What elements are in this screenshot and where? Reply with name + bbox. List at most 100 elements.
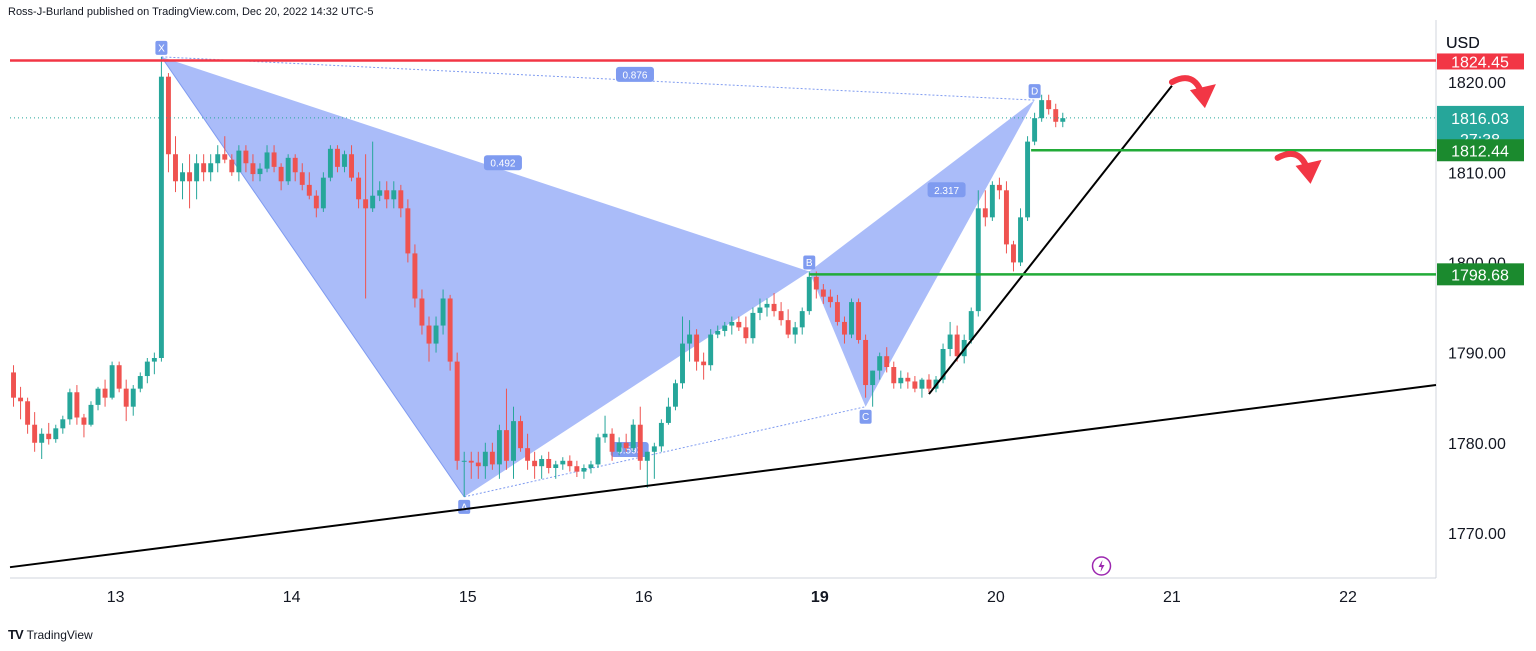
candle-body	[715, 330, 721, 335]
y-tick-label: 1790.00	[1448, 346, 1506, 363]
candle-body	[320, 177, 326, 209]
candle-body	[123, 388, 129, 407]
candle	[334, 145, 340, 173]
candle-body	[708, 334, 714, 366]
candle	[370, 141, 376, 212]
candle	[377, 181, 383, 202]
candle-body	[187, 172, 193, 182]
candle	[1003, 181, 1009, 254]
candle	[581, 464, 587, 479]
candle-body	[539, 458, 545, 467]
candle	[243, 145, 249, 173]
candle-body	[102, 388, 108, 398]
candle	[67, 388, 73, 425]
candle	[743, 316, 749, 344]
candle	[715, 325, 721, 339]
candle	[349, 145, 355, 182]
candle	[750, 307, 756, 344]
candle	[891, 361, 897, 389]
candle-body	[567, 460, 573, 467]
candle-body	[334, 148, 340, 167]
candle-body	[665, 406, 671, 423]
candle	[926, 374, 932, 393]
candle-body	[151, 358, 157, 362]
arrow-down-icon	[1168, 75, 1216, 109]
candle-body	[954, 334, 960, 357]
candle-body	[53, 428, 59, 440]
candle-body	[180, 172, 185, 182]
pattern-point-label: C	[862, 412, 869, 423]
candle-body	[877, 356, 883, 371]
candle	[398, 184, 404, 218]
candle	[651, 442, 657, 479]
pattern-point-badge	[1028, 84, 1041, 99]
candle	[820, 284, 826, 304]
candle-body	[1046, 100, 1052, 110]
candle-body	[208, 163, 214, 173]
candle	[123, 379, 129, 422]
candle-body	[158, 76, 164, 358]
candle-body	[1011, 244, 1016, 263]
candle-body	[834, 302, 840, 322]
candle-body	[609, 433, 615, 452]
green-level-tag-2: 1798.68	[1451, 267, 1509, 284]
candle-body	[553, 464, 559, 468]
candle-body	[673, 383, 678, 407]
pattern-leg-xa	[160, 56, 465, 498]
candle-body	[637, 424, 643, 461]
candle-body	[412, 253, 418, 299]
candle-body	[651, 446, 657, 452]
candle	[482, 442, 488, 479]
candle	[342, 150, 347, 173]
candle	[975, 190, 981, 317]
candle-body	[384, 190, 390, 200]
trendline	[928, 85, 1173, 395]
candle	[489, 442, 495, 470]
candle	[736, 316, 742, 331]
pattern-point-badge	[859, 409, 872, 424]
candle	[271, 145, 277, 173]
candle-body	[81, 417, 87, 425]
tradingview-footer[interactable]: TV TradingView	[8, 627, 93, 642]
candle-body	[137, 376, 143, 389]
candle-body	[1025, 141, 1031, 218]
candle-body	[236, 150, 242, 173]
candle-body	[687, 334, 693, 344]
candle-body	[370, 195, 376, 209]
candle	[151, 352, 157, 375]
ratio-badge	[483, 155, 522, 171]
candle-body	[919, 379, 925, 389]
candle-body	[560, 460, 566, 465]
candle-body	[658, 422, 664, 447]
candle	[658, 419, 664, 452]
candle	[116, 361, 122, 393]
candle	[74, 385, 80, 425]
candle-body	[694, 334, 700, 362]
candle	[194, 154, 200, 200]
candle	[1018, 208, 1023, 267]
candle-body	[250, 163, 256, 175]
pattern-point-label: B	[806, 258, 813, 269]
candle	[313, 190, 319, 218]
candle	[778, 302, 784, 326]
green-level-tag-1: 1812.44	[1451, 143, 1509, 160]
candle	[757, 298, 763, 321]
candle	[687, 320, 693, 362]
candle	[567, 455, 573, 472]
candle	[905, 372, 911, 389]
trendline	[9, 384, 1437, 569]
candle	[165, 73, 171, 173]
green-level-tag-2-bg	[1437, 263, 1524, 286]
overlay-layer	[9, 59, 1437, 576]
x-tick-label: 19	[811, 589, 829, 606]
candle-body	[771, 303, 777, 312]
candles-layer	[11, 56, 1066, 497]
lightning-icon	[1091, 556, 1112, 576]
candle	[229, 154, 235, 176]
candle-body	[215, 154, 221, 164]
candle	[426, 316, 432, 362]
x-tick-label: 13	[107, 589, 125, 606]
candle	[870, 370, 876, 407]
harmonic-pattern-layer: X A B C D 0.492 0.593 2.317 0.876	[155, 40, 1041, 514]
